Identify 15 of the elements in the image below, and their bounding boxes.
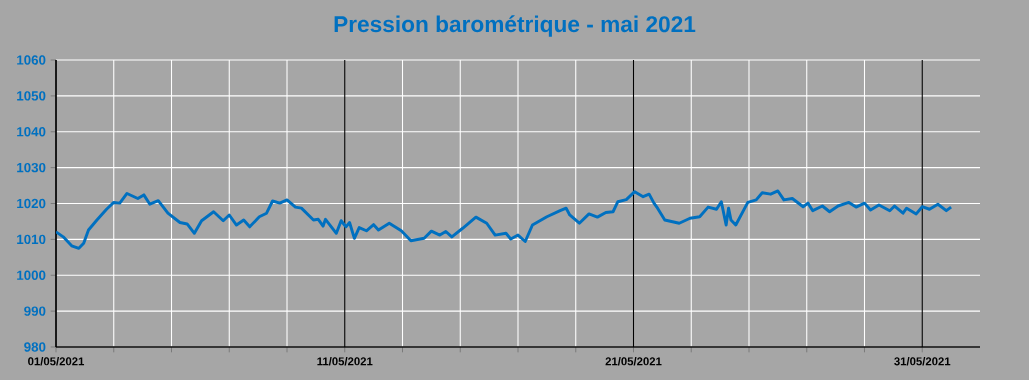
y-tick-label: 980 [24,342,46,352]
line-series [56,189,953,250]
x-tick-label: 21/05/2021 [605,357,662,366]
chart-title: Pression barométrique - mai 2021 [334,15,696,37]
y-tick-label: 1020 [17,198,46,209]
x-tick-label: 31/05/2021 [894,357,951,366]
y-tick-label: 1010 [17,234,46,245]
y-tick-label: 1030 [17,162,46,173]
y-tick-label: 990 [24,306,46,316]
x-tick-label: 11/05/2021 [317,357,373,366]
x-tick-label: 01/05/2021 [28,357,85,366]
y-tick-label: 1040 [17,127,46,137]
y-tick-label: 1050 [17,91,46,101]
y-tick-label: 1060 [17,55,46,65]
y-tick-label: 1000 [17,270,46,280]
